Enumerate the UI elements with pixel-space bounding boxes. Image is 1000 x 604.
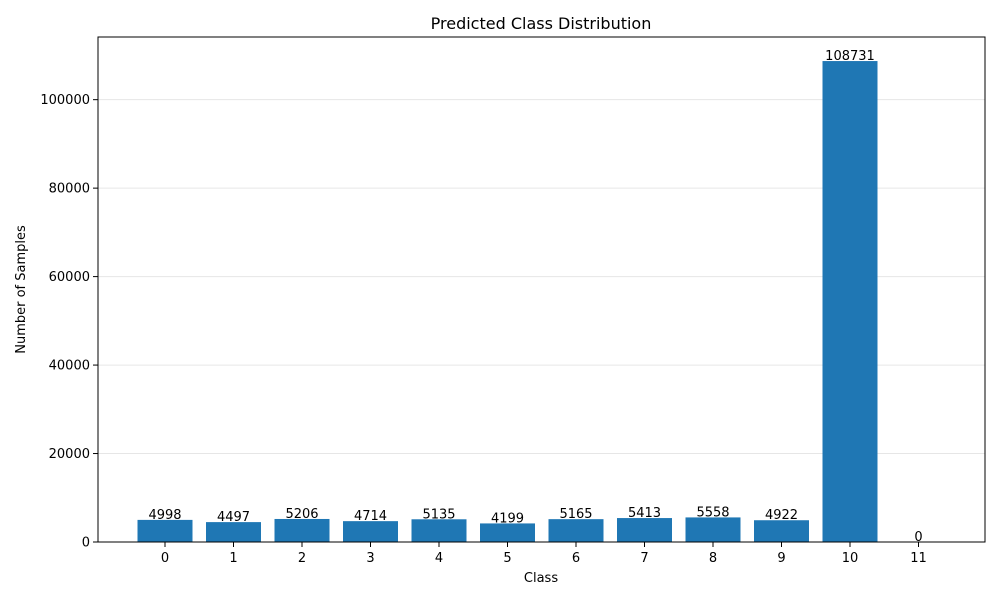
bar-value-label: 4922 (765, 508, 798, 523)
bar (685, 517, 741, 542)
y-tick-label: 80000 (49, 182, 90, 197)
y-tick-label: 60000 (49, 270, 90, 285)
bar-value-label: 4998 (148, 508, 181, 523)
chart-title: Predicted Class Distribution (431, 14, 652, 33)
bar-value-label: 0 (914, 530, 922, 545)
bar (480, 523, 535, 542)
y-tick-label: 40000 (49, 359, 90, 374)
bars (137, 61, 878, 543)
y-axis-ticks: 0 20000 40000 60000 80000 100000 (40, 93, 98, 551)
bar-value-labels: 4998 4497 5206 4714 5135 4199 5165 5413 5558 4922… (148, 49, 922, 545)
x-tick-label: 8 (709, 551, 717, 566)
x-tick-label: 6 (572, 551, 580, 566)
y-tick-label: 0 (82, 536, 90, 551)
x-axis-label: Class (524, 571, 558, 586)
plot-frame (97, 36, 986, 543)
bar-value-label: 5413 (628, 506, 661, 521)
x-tick-label: 2 (298, 551, 306, 566)
bar-value-label: 108731 (825, 49, 875, 64)
x-tick-label: 9 (777, 551, 785, 566)
x-tick-label: 3 (366, 551, 374, 566)
y-axis-label: Number of Samples (14, 225, 29, 354)
bar-value-label: 5165 (559, 507, 592, 522)
x-tick-label: 4 (435, 551, 443, 566)
bar (617, 518, 672, 542)
bar-value-label: 5206 (285, 507, 318, 522)
bar (343, 521, 398, 542)
bar (822, 61, 878, 543)
bar-value-label: 4714 (354, 509, 387, 524)
bar (137, 519, 193, 542)
x-tick-label: 10 (842, 551, 859, 566)
bar (206, 522, 261, 542)
bar-value-label: 5135 (422, 507, 455, 522)
bar (274, 518, 330, 542)
bar-value-label: 4497 (217, 510, 250, 525)
bar (754, 520, 809, 542)
x-tick-label: 1 (229, 551, 237, 566)
x-axis-ticks: 0 1 2 3 4 5 6 7 8 9 10 11 (161, 542, 927, 566)
x-tick-label: 7 (640, 551, 648, 566)
bar (548, 519, 604, 542)
bar-value-label: 4199 (491, 511, 524, 526)
x-tick-label: 11 (910, 551, 927, 566)
x-tick-label: 0 (161, 551, 169, 566)
y-tick-label: 100000 (40, 93, 90, 108)
bar (411, 519, 467, 542)
x-tick-label: 5 (503, 551, 511, 566)
y-tick-label: 20000 (49, 447, 90, 462)
bar-value-label: 5558 (696, 505, 729, 520)
